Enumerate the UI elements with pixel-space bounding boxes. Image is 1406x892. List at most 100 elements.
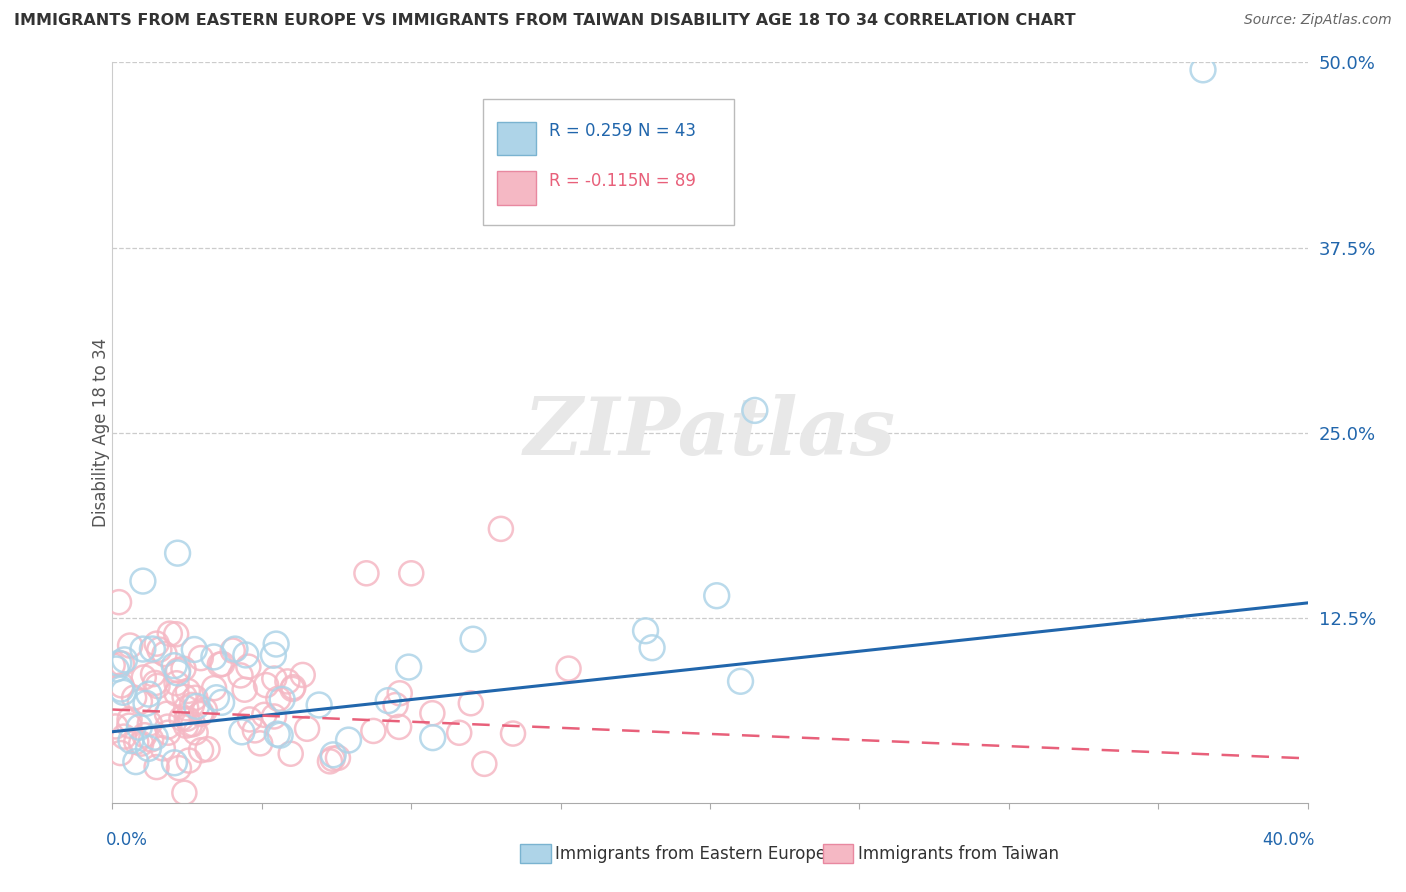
Bar bbox=[498, 121, 536, 155]
Point bbox=[184, 690, 207, 705]
Point bbox=[153, 647, 176, 661]
Point bbox=[388, 686, 411, 700]
Point bbox=[730, 674, 752, 689]
Point bbox=[322, 747, 344, 762]
Text: Immigrants from Eastern Europe: Immigrants from Eastern Europe bbox=[555, 845, 827, 863]
Point bbox=[156, 706, 179, 721]
Point bbox=[264, 637, 287, 651]
Point bbox=[132, 642, 155, 657]
Point bbox=[281, 681, 304, 696]
Point bbox=[146, 679, 169, 693]
Point bbox=[202, 649, 225, 664]
Point bbox=[176, 712, 198, 726]
Point bbox=[166, 546, 188, 560]
Text: R = -0.115: R = -0.115 bbox=[548, 172, 638, 190]
Point bbox=[634, 624, 657, 638]
Point bbox=[337, 733, 360, 747]
Point bbox=[125, 735, 148, 749]
Point bbox=[108, 595, 131, 609]
Point bbox=[107, 657, 129, 671]
Point bbox=[266, 727, 288, 741]
Point bbox=[449, 725, 471, 739]
Point bbox=[186, 699, 208, 714]
Point bbox=[190, 707, 212, 722]
Point bbox=[138, 687, 160, 701]
Point bbox=[269, 728, 291, 742]
Point bbox=[118, 713, 141, 727]
Point bbox=[166, 676, 188, 690]
Point bbox=[363, 723, 385, 738]
Point bbox=[145, 760, 167, 774]
Y-axis label: Disability Age 18 to 34: Disability Age 18 to 34 bbox=[93, 338, 110, 527]
Point bbox=[111, 657, 134, 671]
Point bbox=[114, 653, 136, 667]
Point bbox=[148, 642, 170, 657]
Point bbox=[224, 642, 246, 657]
Point bbox=[461, 632, 484, 647]
Point bbox=[152, 741, 174, 756]
Point bbox=[101, 658, 124, 673]
Point bbox=[254, 678, 277, 692]
Point bbox=[401, 566, 423, 581]
Point bbox=[120, 639, 142, 653]
Point bbox=[135, 696, 157, 710]
Point bbox=[159, 626, 181, 640]
Point bbox=[557, 662, 579, 676]
Point bbox=[125, 755, 148, 769]
Text: ZIPatlas: ZIPatlas bbox=[524, 394, 896, 471]
Point bbox=[295, 722, 318, 736]
Point bbox=[157, 725, 180, 739]
Text: Immigrants from Taiwan: Immigrants from Taiwan bbox=[858, 845, 1059, 863]
Point bbox=[165, 627, 187, 641]
Point bbox=[142, 667, 165, 681]
Point bbox=[197, 742, 219, 756]
Point bbox=[1192, 62, 1215, 77]
Point bbox=[132, 574, 155, 588]
Point bbox=[177, 684, 200, 698]
Point bbox=[208, 657, 231, 672]
Point bbox=[502, 726, 524, 740]
Point bbox=[104, 719, 127, 733]
Point bbox=[422, 706, 444, 721]
Point bbox=[280, 747, 302, 761]
Point bbox=[211, 657, 233, 671]
Point bbox=[129, 737, 152, 751]
Point bbox=[235, 648, 257, 662]
Point bbox=[249, 736, 271, 750]
Point bbox=[110, 746, 132, 760]
Point bbox=[233, 682, 256, 697]
Point bbox=[460, 696, 482, 710]
Point bbox=[166, 686, 188, 700]
Text: IMMIGRANTS FROM EASTERN EUROPE VS IMMIGRANTS FROM TAIWAN DISABILITY AGE 18 TO 34: IMMIGRANTS FROM EASTERN EUROPE VS IMMIGR… bbox=[14, 13, 1076, 29]
Point bbox=[128, 694, 150, 708]
Point bbox=[163, 658, 186, 673]
Point bbox=[181, 698, 204, 712]
Point bbox=[122, 690, 145, 705]
Point bbox=[422, 731, 444, 745]
Point bbox=[489, 522, 512, 536]
Point bbox=[167, 664, 190, 678]
Point bbox=[163, 756, 186, 770]
Point bbox=[143, 676, 166, 690]
Point bbox=[132, 670, 155, 684]
Point bbox=[239, 713, 262, 727]
Point bbox=[173, 690, 195, 704]
Point bbox=[112, 730, 135, 744]
Point bbox=[326, 751, 349, 765]
Point bbox=[177, 754, 200, 768]
Point bbox=[181, 717, 204, 731]
Bar bbox=[498, 171, 536, 204]
Point bbox=[322, 752, 344, 766]
Point bbox=[110, 682, 132, 697]
Point bbox=[110, 678, 132, 692]
Point bbox=[202, 681, 225, 695]
Point bbox=[170, 711, 193, 725]
Point bbox=[194, 703, 217, 717]
Point bbox=[205, 690, 228, 705]
Point bbox=[253, 707, 276, 722]
Point bbox=[190, 651, 212, 665]
Point bbox=[398, 660, 420, 674]
Point bbox=[308, 698, 330, 712]
Point bbox=[173, 786, 195, 800]
Point bbox=[283, 680, 305, 694]
